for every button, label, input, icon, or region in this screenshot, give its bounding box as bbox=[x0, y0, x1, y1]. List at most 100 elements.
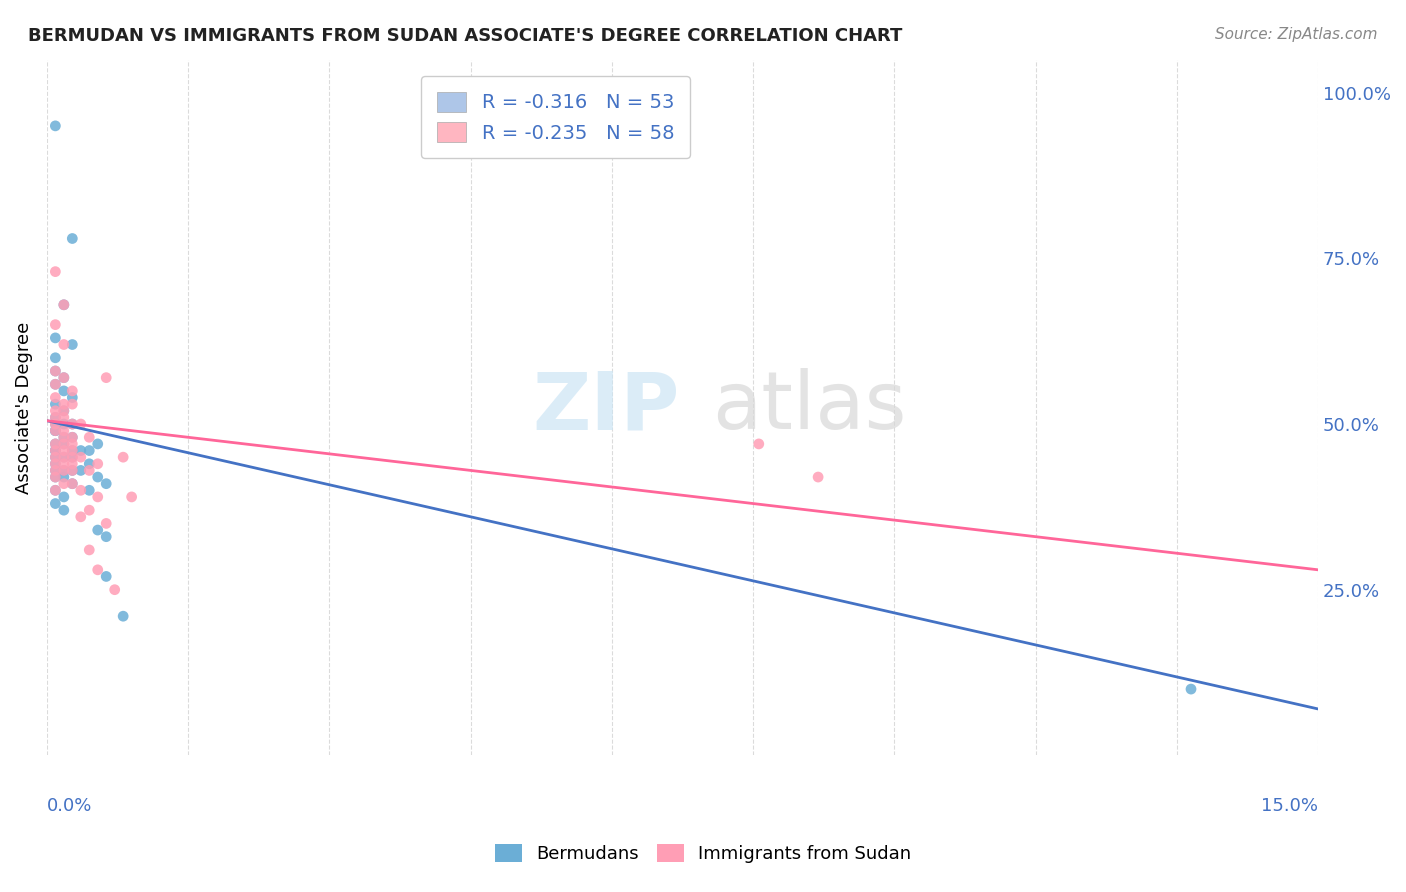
Point bbox=[77, 483, 100, 498]
Point bbox=[44, 417, 66, 431]
Point bbox=[52, 443, 75, 458]
Legend: Bermudans, Immigrants from Sudan: Bermudans, Immigrants from Sudan bbox=[484, 833, 922, 874]
Point bbox=[44, 424, 66, 438]
Point bbox=[69, 483, 91, 498]
Point bbox=[60, 430, 83, 444]
Point bbox=[52, 437, 75, 451]
Point bbox=[44, 457, 66, 471]
Point bbox=[44, 424, 66, 438]
Point bbox=[60, 450, 83, 465]
Point bbox=[52, 503, 75, 517]
Point bbox=[44, 410, 66, 425]
Point bbox=[52, 424, 75, 438]
Point bbox=[807, 470, 830, 484]
Point bbox=[44, 119, 66, 133]
Point bbox=[60, 397, 83, 411]
Point bbox=[77, 503, 100, 517]
Point bbox=[52, 463, 75, 477]
Point bbox=[52, 450, 75, 465]
Point bbox=[121, 490, 143, 504]
Point bbox=[44, 457, 66, 471]
Point bbox=[60, 443, 83, 458]
Point bbox=[44, 443, 66, 458]
Point bbox=[87, 470, 110, 484]
Point bbox=[52, 470, 75, 484]
Point bbox=[44, 443, 66, 458]
Point bbox=[52, 457, 75, 471]
Point bbox=[44, 364, 66, 378]
Point bbox=[60, 231, 83, 245]
Point bbox=[96, 569, 118, 583]
Point bbox=[44, 470, 66, 484]
Y-axis label: Associate's Degree: Associate's Degree bbox=[15, 321, 32, 493]
Point bbox=[104, 582, 127, 597]
Point bbox=[60, 337, 83, 351]
Point bbox=[77, 443, 100, 458]
Point bbox=[60, 417, 83, 431]
Point bbox=[87, 490, 110, 504]
Point bbox=[44, 391, 66, 405]
Point bbox=[60, 450, 83, 465]
Point bbox=[77, 430, 100, 444]
Legend: R = -0.316   N = 53, R = -0.235   N = 58: R = -0.316 N = 53, R = -0.235 N = 58 bbox=[422, 77, 689, 158]
Point bbox=[1180, 682, 1202, 697]
Point bbox=[60, 463, 83, 477]
Point bbox=[52, 450, 75, 465]
Point bbox=[44, 463, 66, 477]
Point bbox=[52, 404, 75, 418]
Point bbox=[44, 497, 66, 511]
Point bbox=[96, 370, 118, 384]
Point bbox=[44, 377, 66, 392]
Point bbox=[44, 364, 66, 378]
Text: BERMUDAN VS IMMIGRANTS FROM SUDAN ASSOCIATE'S DEGREE CORRELATION CHART: BERMUDAN VS IMMIGRANTS FROM SUDAN ASSOCI… bbox=[28, 27, 903, 45]
Point bbox=[60, 417, 83, 431]
Point bbox=[52, 437, 75, 451]
Point bbox=[44, 424, 66, 438]
Point bbox=[44, 397, 66, 411]
Point bbox=[87, 457, 110, 471]
Point bbox=[44, 318, 66, 332]
Point bbox=[77, 457, 100, 471]
Point bbox=[52, 298, 75, 312]
Point bbox=[44, 443, 66, 458]
Point bbox=[69, 450, 91, 465]
Point bbox=[52, 384, 75, 398]
Point bbox=[69, 443, 91, 458]
Point bbox=[77, 463, 100, 477]
Point bbox=[52, 298, 75, 312]
Point bbox=[87, 563, 110, 577]
Point bbox=[44, 331, 66, 345]
Point bbox=[60, 384, 83, 398]
Point bbox=[96, 476, 118, 491]
Point bbox=[112, 609, 135, 624]
Point bbox=[60, 391, 83, 405]
Point bbox=[52, 370, 75, 384]
Point bbox=[87, 437, 110, 451]
Point bbox=[52, 463, 75, 477]
Point bbox=[52, 404, 75, 418]
Point bbox=[69, 417, 91, 431]
Text: Source: ZipAtlas.com: Source: ZipAtlas.com bbox=[1215, 27, 1378, 42]
Point bbox=[52, 410, 75, 425]
Point bbox=[44, 450, 66, 465]
Point bbox=[52, 337, 75, 351]
Point bbox=[60, 457, 83, 471]
Point bbox=[44, 351, 66, 365]
Point bbox=[52, 476, 75, 491]
Point bbox=[77, 543, 100, 558]
Point bbox=[44, 417, 66, 431]
Point bbox=[60, 437, 83, 451]
Point bbox=[52, 417, 75, 431]
Point bbox=[96, 516, 118, 531]
Point bbox=[60, 476, 83, 491]
Point bbox=[52, 397, 75, 411]
Point bbox=[44, 410, 66, 425]
Point bbox=[44, 483, 66, 498]
Point bbox=[44, 463, 66, 477]
Point bbox=[52, 490, 75, 504]
Point bbox=[44, 377, 66, 392]
Point bbox=[60, 463, 83, 477]
Point bbox=[44, 404, 66, 418]
Point bbox=[69, 463, 91, 477]
Point bbox=[60, 430, 83, 444]
